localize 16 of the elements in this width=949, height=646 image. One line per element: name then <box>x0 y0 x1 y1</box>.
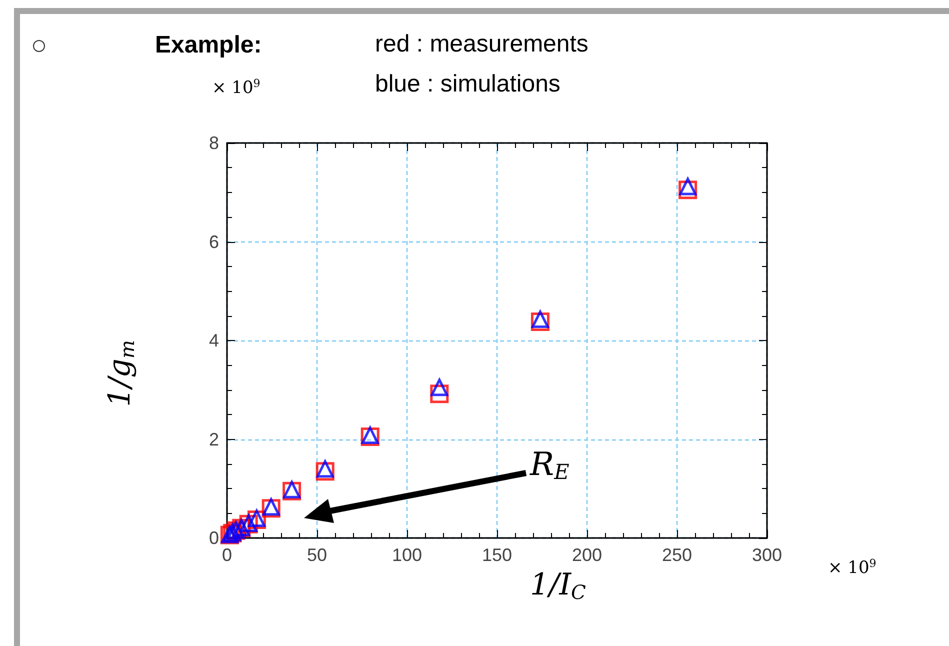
x-tick-label: 200 <box>572 545 602 565</box>
x-tick-label: 0 <box>222 545 232 565</box>
chart-title: Example: <box>155 32 262 58</box>
text: blue : simulations <box>375 70 560 98</box>
x-tick-label: 300 <box>752 545 782 565</box>
x-tick-label: 250 <box>662 545 692 565</box>
y-tick-label: 8 <box>208 133 219 153</box>
y-tick-label: 4 <box>208 330 219 350</box>
x-tick-label: 100 <box>392 545 422 565</box>
x-tick-label: 150 <box>482 545 512 565</box>
y-axis-title: 1/gm <box>102 340 139 407</box>
x-tick-label: 50 <box>306 545 328 565</box>
y-tick-label: 2 <box>208 429 219 450</box>
y-tick-label: 6 <box>208 232 219 252</box>
y-tick-label: 0 <box>208 528 219 548</box>
text: red : measurements <box>375 30 588 58</box>
